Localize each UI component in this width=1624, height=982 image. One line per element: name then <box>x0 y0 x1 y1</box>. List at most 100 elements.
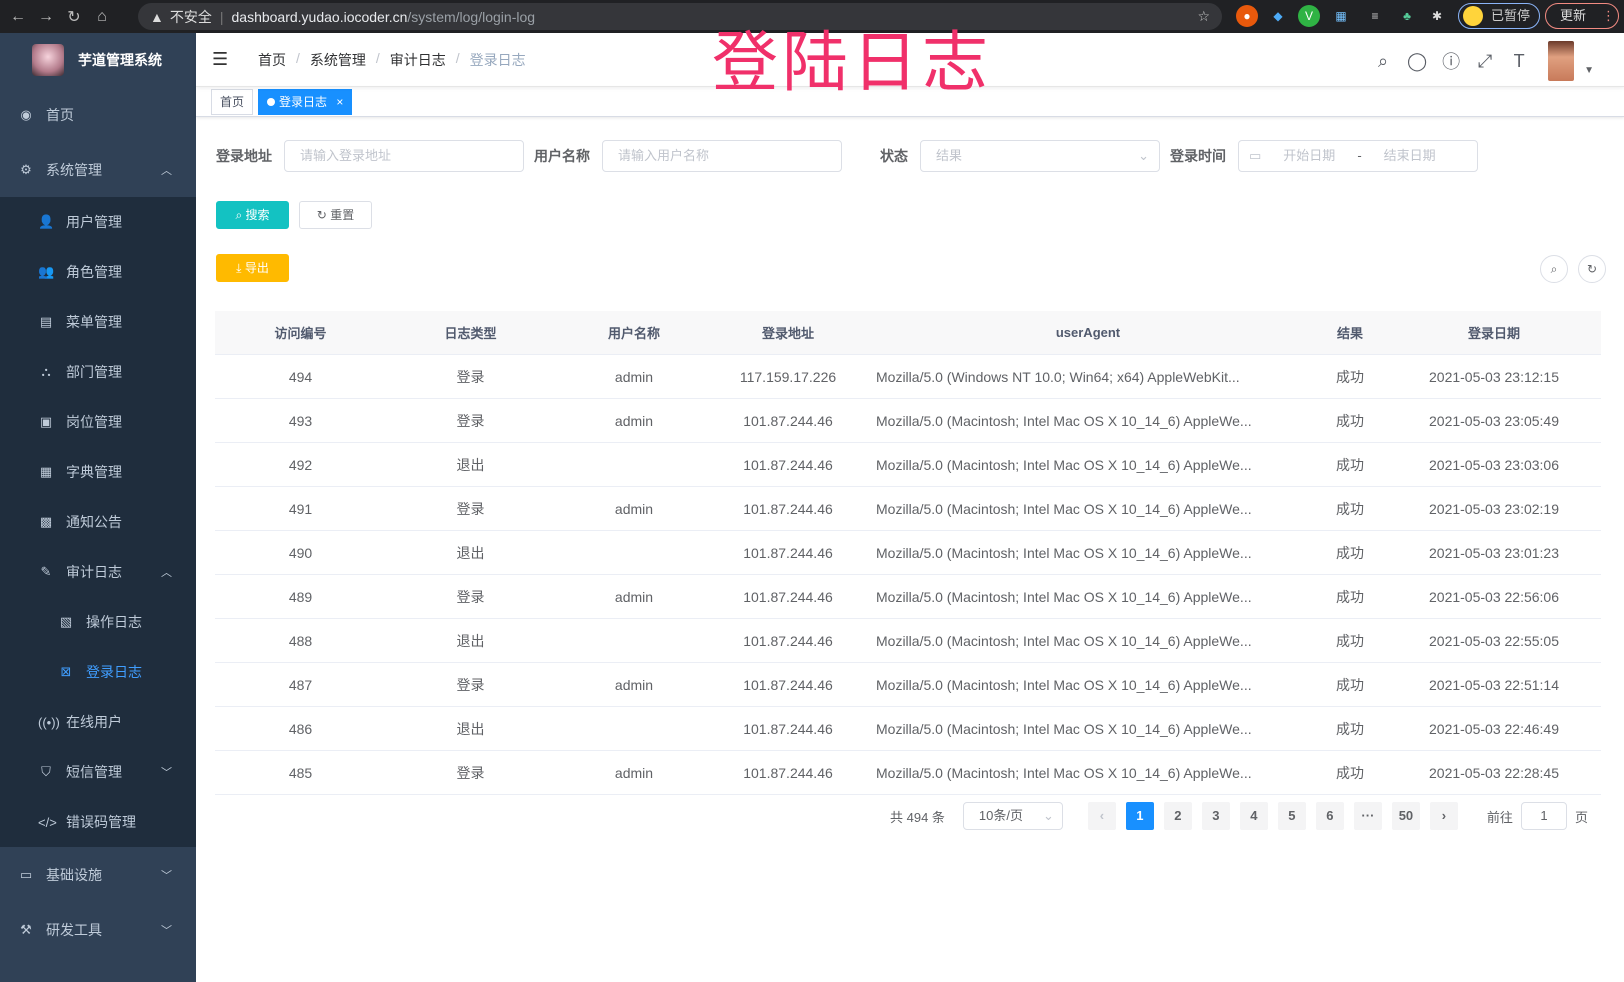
start-date: 开始日期 <box>1283 148 1336 163</box>
column-header[interactable]: 结果 <box>1336 326 1363 341</box>
table-row[interactable]: 486 退出 101.87.244.46 Mozilla/5.0 (Macintosh… <box>215 707 1601 751</box>
table-row[interactable]: 489 登录 admin 101.87.244.46 Mozilla/5.0 (Maci… <box>215 575 1601 619</box>
search-icon[interactable]: ⌕ <box>1378 50 1389 71</box>
sidebar-item[interactable]: ▣ 岗位管理 <box>0 397 196 447</box>
sidebar-item[interactable]: ▦ 字典管理 <box>0 447 196 497</box>
table-row[interactable]: 494 登录 admin 117.159.17.226 Mozilla/5.0 (Win… <box>215 355 1601 399</box>
breadcrumb-item[interactable]: 首页 <box>258 51 286 68</box>
search-button[interactable]: ⌕ 搜索 <box>216 201 289 229</box>
address-input[interactable]: 请输入登录地址 <box>284 140 524 172</box>
back-icon[interactable]: ← <box>10 7 26 25</box>
goto-page-input[interactable]: 1 <box>1520 802 1567 830</box>
column-header[interactable]: 日志类型 <box>444 326 497 341</box>
user-avatar[interactable] <box>1548 41 1575 81</box>
table-row[interactable]: 491 登录 admin 101.87.244.46 Mozilla/5.0 (Maci… <box>215 487 1601 531</box>
column-header[interactable]: userAgent <box>1055 325 1121 340</box>
breadcrumb: 首页 / 系统管理 / 审计日志 / 登录日志 <box>258 50 526 70</box>
table-row[interactable]: 490 退出 101.87.244.46 Mozilla/5.0 (Macintosh… <box>215 531 1601 575</box>
table-cell: 2021-05-03 23:05:49 <box>1429 412 1559 429</box>
table-row[interactable]: 485 登录 admin 101.87.244.46 Mozilla/5.0 (Maci… <box>215 751 1601 795</box>
main-area: ☰ 首页 / 系统管理 / 审计日志 / 登录日志 登陆日志 ⌕ ◯ ⓘ ⤢ T ▼ … <box>196 25 1624 982</box>
table-cell: 退出 <box>456 456 485 473</box>
table-row[interactable]: 492 退出 101.87.244.46 Mozilla/5.0 (Macintosh… <box>215 443 1601 487</box>
extension-grid-icon[interactable]: ▦ <box>1335 9 1347 23</box>
page-button[interactable]: ··· <box>1353 802 1382 830</box>
refresh-table-button[interactable]: ↻ <box>1578 255 1606 283</box>
page-button[interactable]: 1 <box>1125 802 1154 830</box>
page-button[interactable]: 50 <box>1391 802 1420 830</box>
export-button[interactable]: ⤓ 导出 <box>216 254 289 282</box>
status-placeholder: 结果 <box>936 148 963 163</box>
sidebar-item[interactable]: ⊠ 登录日志 <box>0 647 196 697</box>
sidebar-item[interactable]: ((•)) 在线用户 <box>0 697 196 747</box>
bookmark-star-icon[interactable]: ☆ <box>1197 8 1210 24</box>
column-header[interactable]: 用户名称 <box>607 326 660 341</box>
question-icon[interactable]: ⓘ <box>1442 52 1461 72</box>
update-button[interactable]: 更新 ⋮ <box>1545 3 1619 29</box>
column-header[interactable]: 访问编号 <box>274 326 327 341</box>
profile-paused-button[interactable]: 已暂停 <box>1458 3 1540 29</box>
forward-icon[interactable]: → <box>38 7 54 25</box>
page-button[interactable]: 5 <box>1277 802 1306 830</box>
sidebar-item[interactable]: ⛉ 短信管理 ﹀ <box>0 747 196 797</box>
sidebar-logo[interactable]: 芋道管理系统 <box>0 33 196 87</box>
sidebar-item[interactable]: 👤 用户管理 <box>0 197 196 247</box>
page-button[interactable]: 3 <box>1201 802 1230 830</box>
page-button[interactable]: 6 <box>1315 802 1344 830</box>
close-icon[interactable]: × <box>336 94 344 109</box>
column-header[interactable]: 登录日期 <box>1467 326 1520 341</box>
hamburger-icon[interactable]: ☰ <box>212 49 229 69</box>
address-bar[interactable]: ▲ 不安全 | dashboard.yudao.iocoder.cn/syste… <box>138 3 1222 30</box>
extension-leaf-icon[interactable]: ♣ <box>1403 9 1411 23</box>
table-row[interactable]: 487 登录 admin 101.87.244.46 Mozilla/5.0 (Maci… <box>215 663 1601 707</box>
sidebar-item[interactable]: ✎ 审计日志 ︿ <box>0 547 196 597</box>
toggle-search-button[interactable]: ⌕ <box>1540 255 1568 283</box>
table-cell: 101.87.244.46 <box>743 676 833 693</box>
username-label: 用户名称 <box>534 148 590 164</box>
home-icon[interactable]: ⌂ <box>97 7 107 25</box>
sidebar-item[interactable]: </> 错误码管理 <box>0 797 196 847</box>
extension-v-icon[interactable]: V <box>1298 5 1320 27</box>
sidebar-item[interactable]: ▧ 操作日志 <box>0 597 196 647</box>
table-cell: 2021-05-03 23:12:15 <box>1429 368 1559 385</box>
extension-icon[interactable]: ● <box>1236 5 1258 27</box>
sidebar-item-label: 角色管理 <box>66 264 122 280</box>
reload-icon[interactable]: ↻ <box>67 8 81 26</box>
fullscreen-icon[interactable]: ⤢ <box>1477 50 1493 71</box>
extensions-puzzle-icon[interactable]: ✱ <box>1431 9 1443 23</box>
column-header[interactable]: 登录地址 <box>761 326 814 341</box>
table-cell: 101.87.244.46 <box>743 412 833 429</box>
tag-home[interactable]: 首页 <box>211 88 254 115</box>
extension-list-icon[interactable]: ≡ <box>1371 9 1379 23</box>
breadcrumb-item[interactable]: 审计日志 <box>389 51 446 68</box>
page-size-select[interactable]: 10条/页 ⌄ <box>962 802 1063 830</box>
reset-button[interactable]: ↻ 重置 <box>299 201 372 229</box>
sidebar-item[interactable]: ⛬ 部门管理 <box>0 347 196 397</box>
font-size-icon[interactable]: T <box>1513 50 1525 71</box>
sidebar-item[interactable]: ⚒ 研发工具 ﹀ <box>0 902 196 957</box>
extension-gem-icon[interactable]: ◆ <box>1273 9 1283 23</box>
github-icon[interactable]: ◯ <box>1407 50 1428 71</box>
sidebar-item[interactable]: ▭ 基础设施 ﹀ <box>0 847 196 902</box>
caret-down-icon[interactable]: ▼ <box>1584 64 1594 76</box>
tag-login-log[interactable]: 登录日志 × <box>258 88 353 115</box>
chevron-up-icon: ︿ <box>161 164 172 177</box>
next-page-button[interactable]: › <box>1429 802 1458 830</box>
table-cell: admin <box>614 412 654 429</box>
sidebar-item[interactable]: ⚙ 系统管理 ︿ <box>0 142 196 197</box>
username-input[interactable]: 请输入用户名称 <box>602 140 842 172</box>
prev-page-button[interactable]: ‹ <box>1087 802 1116 830</box>
sidebar-menu: ◉ 首页 ⚙ 系统管理 ︿ 👤 用户管理 👥 角色管理 ▤ 菜单管理 ⛬ 部门管理 ▣ 岗位管理 ▦ 字典管理 ▩… <box>0 87 196 957</box>
sidebar-item[interactable]: ▤ 菜单管理 <box>0 297 196 347</box>
sidebar-item[interactable]: ▩ 通知公告 <box>0 497 196 547</box>
sidebar-item[interactable]: ◉ 首页 <box>0 87 196 142</box>
page-button[interactable]: 2 <box>1163 802 1192 830</box>
status-select[interactable]: 结果 ⌄ <box>920 140 1160 172</box>
breadcrumb-item[interactable]: 系统管理 <box>309 51 366 68</box>
sidebar-item[interactable]: 👥 角色管理 <box>0 247 196 297</box>
table-row[interactable]: 493 登录 admin 101.87.244.46 Mozilla/5.0 (Maci… <box>215 399 1601 443</box>
table-header: 访问编号 日志类型 用户名称 登录地址 userAgent 结果 登录日期 <box>215 311 1601 355</box>
table-row[interactable]: 488 退出 101.87.244.46 Mozilla/5.0 (Macintosh… <box>215 619 1601 663</box>
page-button[interactable]: 4 <box>1239 802 1268 830</box>
date-range-picker[interactable]: ▭ 开始日期 - 结束日期 <box>1238 140 1478 172</box>
